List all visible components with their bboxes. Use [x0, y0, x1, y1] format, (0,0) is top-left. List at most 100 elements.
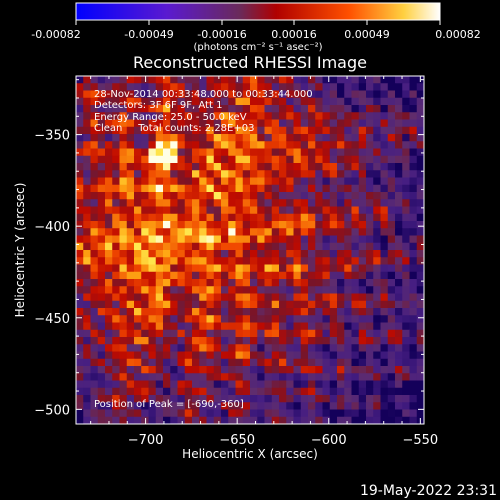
- heatmap-cell: [148, 155, 157, 164]
- heatmap-cell: [228, 409, 236, 418]
- heatmap-cell: [344, 250, 352, 258]
- heatmap-cell: [300, 409, 309, 418]
- heatmap-cell: [271, 155, 280, 164]
- heatmap-cell: [242, 112, 251, 120]
- heatmap-cell: [416, 184, 424, 193]
- heatmap-cell: [148, 213, 157, 222]
- heatmap-cell: [416, 83, 424, 91]
- heatmap-cell: [192, 148, 200, 157]
- heatmap-cell: [177, 97, 186, 106]
- heatmap-cell: [380, 170, 389, 178]
- heatmap-cell: [148, 416, 157, 424]
- heatmap-cell: [315, 148, 323, 157]
- heatmap-cell: [170, 344, 178, 352]
- heatmap-cell: [409, 148, 418, 157]
- heatmap-cell: [366, 97, 374, 106]
- heatmap-cell: [264, 221, 273, 229]
- heatmap-cell: [126, 416, 135, 424]
- heatmap-cell: [329, 90, 338, 99]
- heatmap-cell: [337, 416, 345, 424]
- heatmap-cell: [387, 213, 396, 222]
- heatmap-cell: [322, 322, 331, 331]
- heatmap-cell: [126, 351, 135, 360]
- y-tick-label: −450: [34, 312, 70, 327]
- heatmap-cell: [119, 148, 128, 157]
- heatmap-cell: [148, 119, 157, 128]
- heatmap-cell: [213, 257, 222, 265]
- heatmap-cell: [235, 380, 244, 389]
- heatmap-cell: [250, 308, 258, 316]
- heatmap-cell: [184, 315, 193, 323]
- heatmap-cell: [308, 206, 316, 215]
- heatmap-cell: [293, 221, 302, 229]
- heatmap-cell: [293, 213, 302, 222]
- heatmap-cell: [395, 300, 403, 309]
- heatmap-cell: [250, 264, 258, 273]
- heatmap-cell: [184, 83, 193, 91]
- heatmap-cell: [279, 337, 287, 345]
- heatmap-cell: [134, 126, 142, 135]
- heatmap-cell: [308, 264, 316, 273]
- heatmap-cell: [358, 293, 367, 302]
- heatmap-cell: [250, 416, 258, 424]
- heatmap-cell: [409, 329, 418, 338]
- heatmap-cell: [308, 344, 316, 352]
- heatmap-cell: [221, 409, 229, 418]
- heatmap-cell: [177, 228, 186, 236]
- heatmap-cell: [344, 155, 352, 164]
- heatmap-cell: [286, 112, 294, 120]
- heatmap-cell: [221, 213, 229, 222]
- heatmap-cell: [105, 184, 113, 193]
- heatmap-cell: [395, 170, 403, 178]
- heatmap-cell: [199, 329, 207, 338]
- heatmap-cell: [199, 402, 207, 410]
- heatmap-cell: [112, 373, 120, 381]
- heatmap-cell: [409, 279, 418, 287]
- heatmap-cell: [76, 395, 84, 403]
- heatmap-cell: [126, 199, 135, 207]
- heatmap-cell: [322, 148, 331, 157]
- heatmap-cell: [206, 199, 215, 207]
- heatmap-cell: [329, 402, 338, 410]
- heatmap-cell: [395, 221, 403, 229]
- heatmap-cell: [112, 134, 120, 142]
- heatmap-cell: [112, 148, 120, 157]
- heatmap-cell: [250, 148, 258, 157]
- heatmap-cell: [344, 366, 352, 374]
- heatmap-cell: [322, 221, 331, 229]
- heatmap-cell: [416, 373, 424, 381]
- heatmap-cell: [409, 97, 418, 106]
- heatmap-cell: [76, 271, 84, 280]
- heatmap-cell: [264, 366, 273, 374]
- heatmap-cell: [192, 184, 200, 193]
- heatmap-cell: [293, 235, 302, 244]
- heatmap-cell: [250, 76, 258, 84]
- heatmap-cell: [300, 264, 309, 273]
- heatmap-cell: [409, 271, 418, 280]
- heatmap-cell: [242, 242, 251, 251]
- heatmap-cell: [308, 351, 316, 360]
- heatmap-cell: [213, 206, 222, 215]
- heatmap-cell: [134, 344, 142, 352]
- heatmap-cell: [192, 170, 200, 178]
- heatmap-cell: [279, 358, 287, 367]
- heatmap-cell: [308, 105, 316, 113]
- heatmap-cell: [83, 184, 91, 193]
- heatmap-cell: [387, 119, 396, 128]
- heatmap-cell: [344, 271, 352, 280]
- heatmap-cell: [119, 250, 128, 258]
- heatmap-cell: [250, 192, 258, 200]
- heatmap-cell: [155, 163, 164, 171]
- heatmap-cell: [192, 271, 200, 280]
- heatmap-cell: [90, 105, 99, 113]
- heatmap-cell: [308, 322, 316, 331]
- heatmap-cell: [83, 409, 91, 418]
- heatmap-cell: [170, 199, 178, 207]
- heatmap-cell: [402, 90, 410, 99]
- annotation-clean-counts: Clean Total counts: 2.28E+03: [94, 123, 254, 134]
- heatmap-cell: [192, 83, 200, 91]
- heatmap-cell: [90, 112, 99, 120]
- heatmap-cell: [409, 358, 418, 367]
- heatmap-cell: [308, 76, 316, 84]
- heatmap-cell: [221, 264, 229, 273]
